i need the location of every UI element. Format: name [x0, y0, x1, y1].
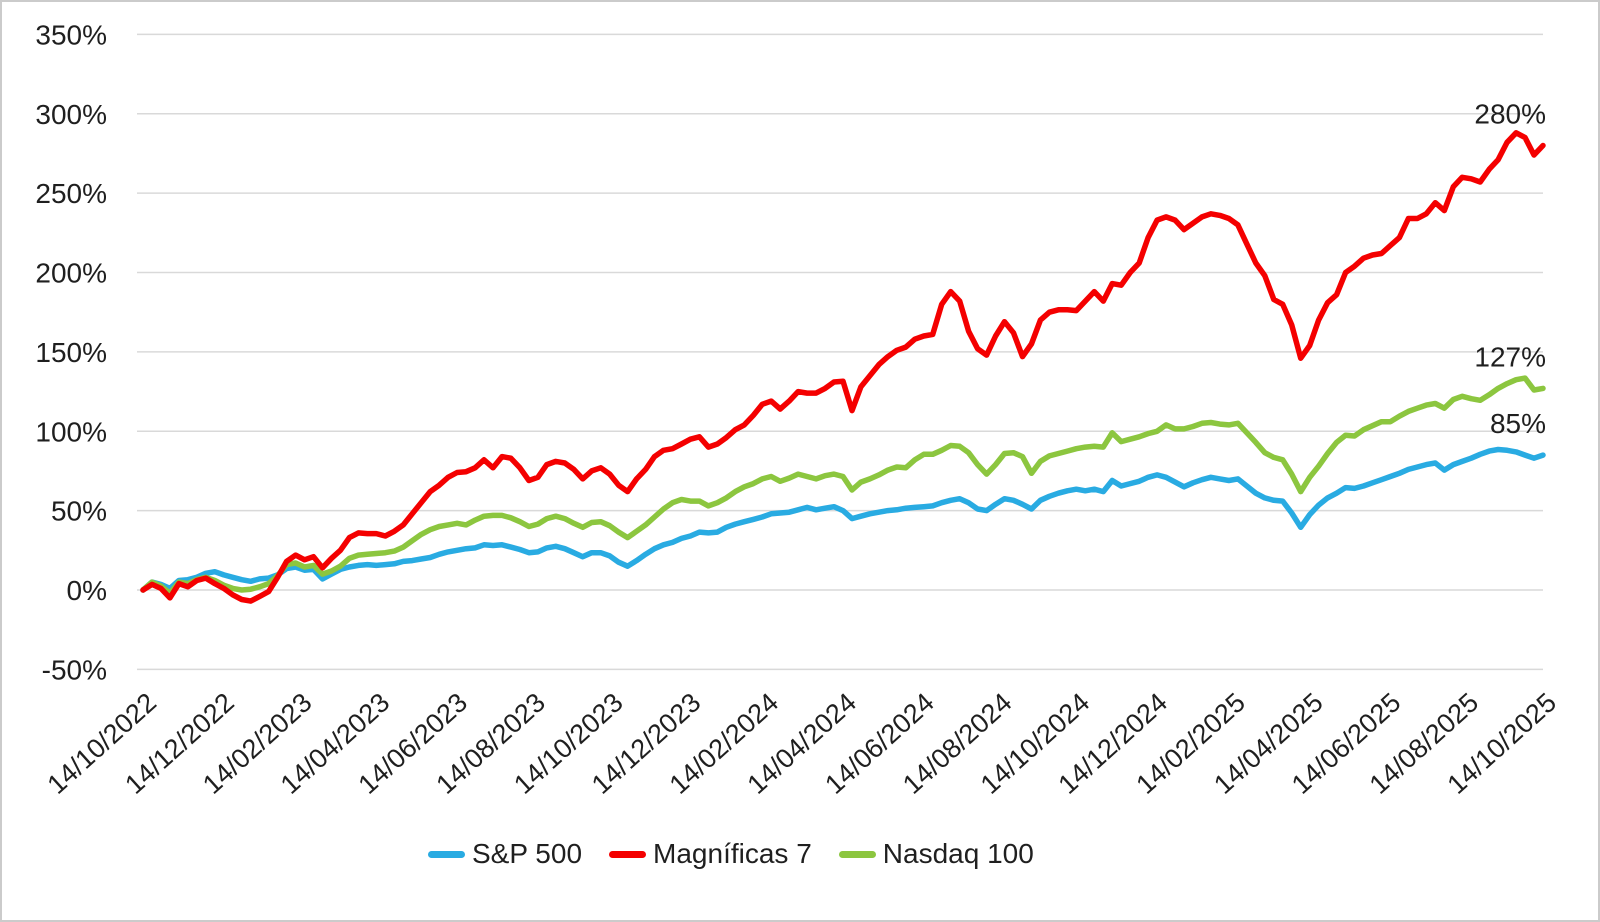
legend: S&P 500 Magníficas 7 Nasdaq 100 [428, 840, 1034, 868]
legend-item-nasdaq-100: Nasdaq 100 [838, 838, 1034, 869]
legend-line-icon-s-p-500 [428, 850, 465, 858]
legend-label: S&P 500 [472, 838, 583, 869]
y-axis-tick-label: 250% [35, 178, 107, 209]
y-axis-tick-label: 50% [51, 496, 107, 527]
y-axis-tick-label: 300% [35, 99, 107, 130]
legend-line-icon-nasdaq-100 [838, 850, 876, 858]
legend-label: Nasdaq 100 [882, 838, 1034, 869]
data-label-s-p-500: 85% [1490, 408, 1546, 439]
y-axis-tick-label: 350% [35, 19, 107, 50]
legend-item-magnificas-7: Magníficas 7 [609, 840, 812, 868]
data-label-nasdaq-100: 127% [1474, 341, 1546, 372]
legend-line-icon-magnificas-7 [609, 850, 647, 858]
y-axis-tick-label: 100% [35, 416, 107, 447]
y-axis-tick-label: 200% [35, 258, 107, 289]
y-axis-tick-label: -50% [42, 654, 107, 685]
y-axis-tick-label: 150% [35, 337, 107, 368]
data-label-magnificas-7: 280% [1474, 99, 1546, 130]
series-line-s-p-500 [140, 446, 1546, 593]
legend-item-s-p-500: S&P 500 [428, 840, 582, 868]
series-line-magnificas-7 [140, 130, 1546, 604]
series-line-nasdaq-100 [140, 375, 1546, 596]
y-axis-tick-label: 0% [67, 575, 107, 606]
legend-label: Magníficas 7 [653, 838, 812, 869]
